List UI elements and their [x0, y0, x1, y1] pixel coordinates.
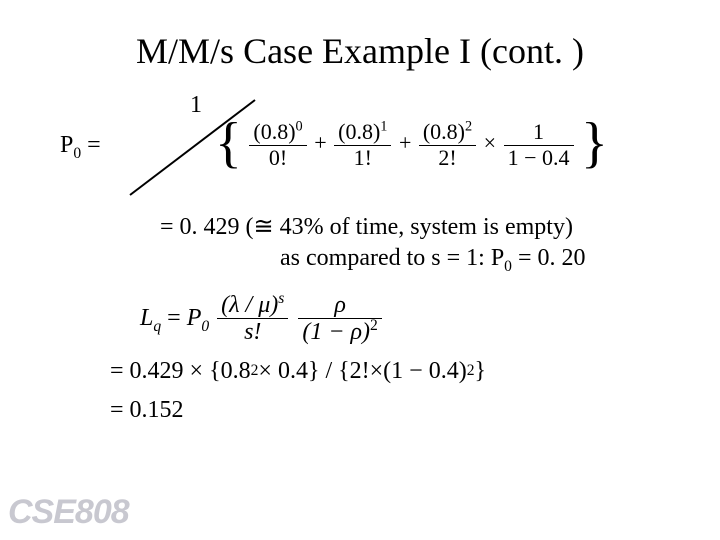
p0-term0-base: (0.8) [253, 119, 295, 144]
lq-eq: = [167, 305, 181, 332]
lq-f2-den-exp: 2 [370, 317, 378, 334]
lq-f1-den: s! [217, 319, 288, 345]
p0-symbol: P [60, 132, 73, 158]
compare-pre: as compared to s = 1: P [280, 245, 504, 271]
lq-row2-eq: = [110, 358, 124, 385]
footer-course-code: CSE808 [8, 493, 129, 532]
times-op: × [484, 130, 496, 155]
p0-term0-den: 0! [249, 146, 306, 170]
lq-f1-num: (λ / μ) [221, 292, 278, 318]
p0-compare-line: as compared to s = 1: P0 = 0. 20 [280, 245, 660, 272]
p0-subscript: 0 [73, 145, 81, 162]
lq-row2: = 0.429 × {0.82 × 0.4} / {2!×(1 − 0.4)2} [110, 358, 720, 385]
lq-row2-b: 0.429 × {0.8 [130, 358, 251, 385]
lq-result: = 0.152 [110, 397, 184, 424]
plus-2: + [399, 130, 411, 155]
p0-term1-base: (0.8) [338, 119, 380, 144]
p0-term1-den: 1! [334, 146, 391, 170]
lq-formula: Lq = P0 (λ / μ)s s! ρ (1 − ρ)2 = 0.429 ×… [140, 292, 720, 424]
p0-term2-den: 2! [419, 146, 476, 170]
lq-f1-exp: s [278, 290, 284, 307]
p0-term1: (0.8)1 1! [334, 120, 391, 169]
lq-P: P [187, 305, 202, 331]
compare-post: = 0. 20 [512, 245, 586, 271]
lq-f2-den-base: (1 − ρ) [302, 319, 370, 345]
right-brace-icon: } [581, 115, 608, 171]
left-brace-icon: { [215, 115, 242, 171]
p0-term3: 1 1 − 0.4 [504, 120, 574, 169]
lq-f2-num: ρ [298, 292, 382, 319]
p0-term2-base: (0.8) [423, 119, 465, 144]
p0-term0: (0.8)0 0! [249, 120, 306, 169]
slide-title: M/M/s Case Example I (cont. ) [60, 30, 660, 72]
p0-term0-exp: 0 [296, 119, 303, 135]
lq-L: L [140, 305, 153, 331]
approx-icon: ≅ [254, 214, 274, 240]
p0-denominator: { (0.8)0 0! + (0.8)1 1! + (0.8)2 2! × 1 … [215, 117, 608, 173]
p0-numerator-one: 1 [190, 92, 202, 119]
p0-result-post: 43% of time, system is empty) [274, 214, 573, 240]
p0-equals: = [87, 132, 101, 158]
p0-formula: P0 = 1 { (0.8)0 0! + (0.8)1 1! + (0.8)2 … [60, 92, 660, 202]
lq-frac1: (λ / μ)s s! [217, 292, 288, 346]
lq-P-sub: 0 [201, 318, 209, 335]
lq-row3: = 0.152 [110, 397, 720, 424]
lq-row2-f: } [475, 358, 487, 385]
p0-result-pre: = 0. 429 ( [160, 214, 254, 240]
lq-row1: Lq = P0 (λ / μ)s s! ρ (1 − ρ)2 [140, 292, 720, 346]
p0-term1-exp: 1 [380, 119, 387, 135]
p0-term3-num: 1 [504, 120, 574, 145]
p0-result-line1: = 0. 429 (≅ 43% of time, system is empty… [160, 212, 660, 241]
lq-frac2: ρ (1 − ρ)2 [298, 292, 382, 346]
p0-lhs: P0 = [60, 132, 101, 159]
lq-row2-d: × 0.4} / {2!×(1 − 0.4) [258, 358, 466, 385]
plus-1: + [314, 130, 326, 155]
p0-term2-exp: 2 [465, 119, 472, 135]
p0-term2: (0.8)2 2! [419, 120, 476, 169]
p0-term3-den: 1 − 0.4 [504, 146, 574, 170]
lq-q-sub: q [153, 318, 161, 335]
compare-sub: 0 [504, 258, 512, 275]
